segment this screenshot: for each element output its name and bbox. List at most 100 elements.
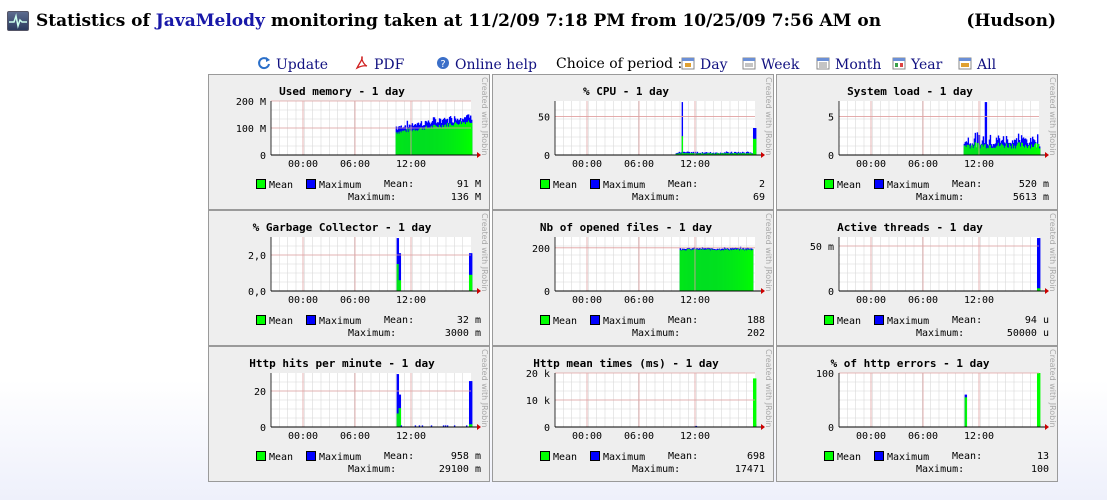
mean-bar [727,153,730,155]
legend-max-label: Maximum [319,180,362,191]
mean-bar [743,153,746,155]
period-week[interactable]: Week [742,56,799,74]
y-tick-label: 200 [532,244,550,255]
mean-bar [687,248,690,291]
mean-bar [468,274,471,291]
y-tick-label: 20 [254,387,266,398]
mean-bar [732,249,735,291]
chart-system-load[interactable]: 00:00 06:00 12:00 5 0 System load - 1 day Crea… [776,74,1058,210]
mean-bar [997,142,1000,155]
x-tick-label: 12:00 [964,295,994,306]
mean-bar [693,153,696,155]
mean-bar [731,249,734,291]
max-bar [696,151,699,155]
mean-bar [693,248,696,291]
mean-bar [727,250,730,291]
mean-bar [748,249,751,291]
legend-mean-label: Mean [269,452,294,463]
mean-bar [995,146,998,155]
mean-bar [433,124,436,155]
calendar-icon [681,56,695,74]
chart-http-hits[interactable]: 00:00 06:00 12:00 20 0 Http hits per minute -… [208,346,490,482]
legend-mean-label: Mean [837,316,862,327]
mean-bar [975,147,978,155]
chart-svg: 00:00 06:00 12:00 20 0 [254,373,481,442]
mean-bar [467,120,470,155]
pdf-button[interactable]: PDF [355,55,404,74]
period-all[interactable]: All [958,56,996,74]
mean-bar [731,153,734,155]
mean-bar [751,153,754,155]
legend-mean-label: Mean [269,316,294,327]
mean-bar [717,249,720,291]
update-button[interactable]: Update [257,56,328,74]
mean-bar [974,142,977,155]
mean-bar [1034,143,1037,155]
mean-stat-value: 520 m [1018,179,1049,190]
mean-bar [724,153,727,155]
mean-bar [462,122,465,155]
mean-bar [676,153,679,155]
mean-bar [471,274,473,291]
y-tick-label: 0 [260,423,266,434]
mean-bar [469,424,472,427]
x-tick-label: 06:00 [340,159,370,170]
max-bar [465,425,468,427]
chart-active-threads[interactable]: 00:00 06:00 12:00 50 m 0 Active threads - 1 d… [776,210,1058,346]
mean-bar [395,132,398,155]
chart-opened-files[interactable]: 00:00 06:00 12:00 200 0 Nb of opened files - … [492,210,774,346]
x-tick-label: 12:00 [396,159,426,170]
chart-cpu[interactable]: 00:00 06:00 12:00 50 0 % CPU - 1 day Created w… [492,74,774,210]
mean-bar [971,144,974,155]
period-month[interactable]: Month [816,56,881,74]
mean-bar [721,153,724,155]
max-stat-value: 136 M [450,192,481,203]
mean-bar [679,153,682,155]
legend-max-label: Maximum [887,180,930,191]
mean-bar [471,122,473,155]
mean-bar [464,124,467,155]
mean-bar [709,152,712,155]
chart-http-errors[interactable]: 00:00 06:00 12:00 100 0 % of http errors - 1 … [776,346,1058,482]
mean-swatch [824,451,834,461]
max-bar [421,425,424,427]
mean-bar [450,125,453,155]
mean-bar [396,264,399,291]
mean-bar [698,153,701,155]
max-bar [418,425,421,427]
mean-bar [994,147,997,155]
mean-bar [1001,144,1004,155]
mean-bar [445,126,448,155]
mean-bar [697,249,700,291]
period-year[interactable]: Year [892,56,942,74]
mean-bar [421,129,424,155]
mean-bar [728,153,731,155]
chart-http-mean-times[interactable]: 00:00 06:00 12:00 20 k 10 k 0 Http mean times … [492,346,774,482]
refresh-icon [257,56,271,74]
mean-bar [401,130,404,155]
chart-garbage-collector[interactable]: 00:00 06:00 12:00 2,0 0,0 % Garbage Collector… [208,210,490,346]
y-tick-label: 0 [828,287,834,298]
mean-bar [397,413,400,427]
help-button[interactable]: ? Online help [436,56,537,74]
mean-bar [459,121,462,155]
mean-bar [686,153,689,155]
chart-legend: Mean Maximum Mean: 2 Maximum: 69 [540,179,765,205]
mean-bar [699,153,702,155]
chart-used-memory[interactable]: 00:00 06:00 12:00 200 M 100 M 0 Used memory - … [208,74,490,210]
mean-bar [745,250,748,291]
max-stat-value: 5613 m [1012,192,1049,203]
x-tick-label: 12:00 [964,431,994,442]
mean-bar [1039,148,1041,155]
mean-bar [728,250,731,291]
y-tick-label: 100 M [236,124,266,135]
max-stat-label: Maximum: [348,464,397,475]
period-day[interactable]: Day [681,56,727,74]
max-bar [397,374,400,427]
mean-bar [423,130,426,155]
mean-bar [675,153,678,155]
mean-bar [695,153,698,155]
x-tick-label: 06:00 [908,431,938,442]
mean-bar [705,153,708,155]
mean-bar [1003,147,1006,155]
